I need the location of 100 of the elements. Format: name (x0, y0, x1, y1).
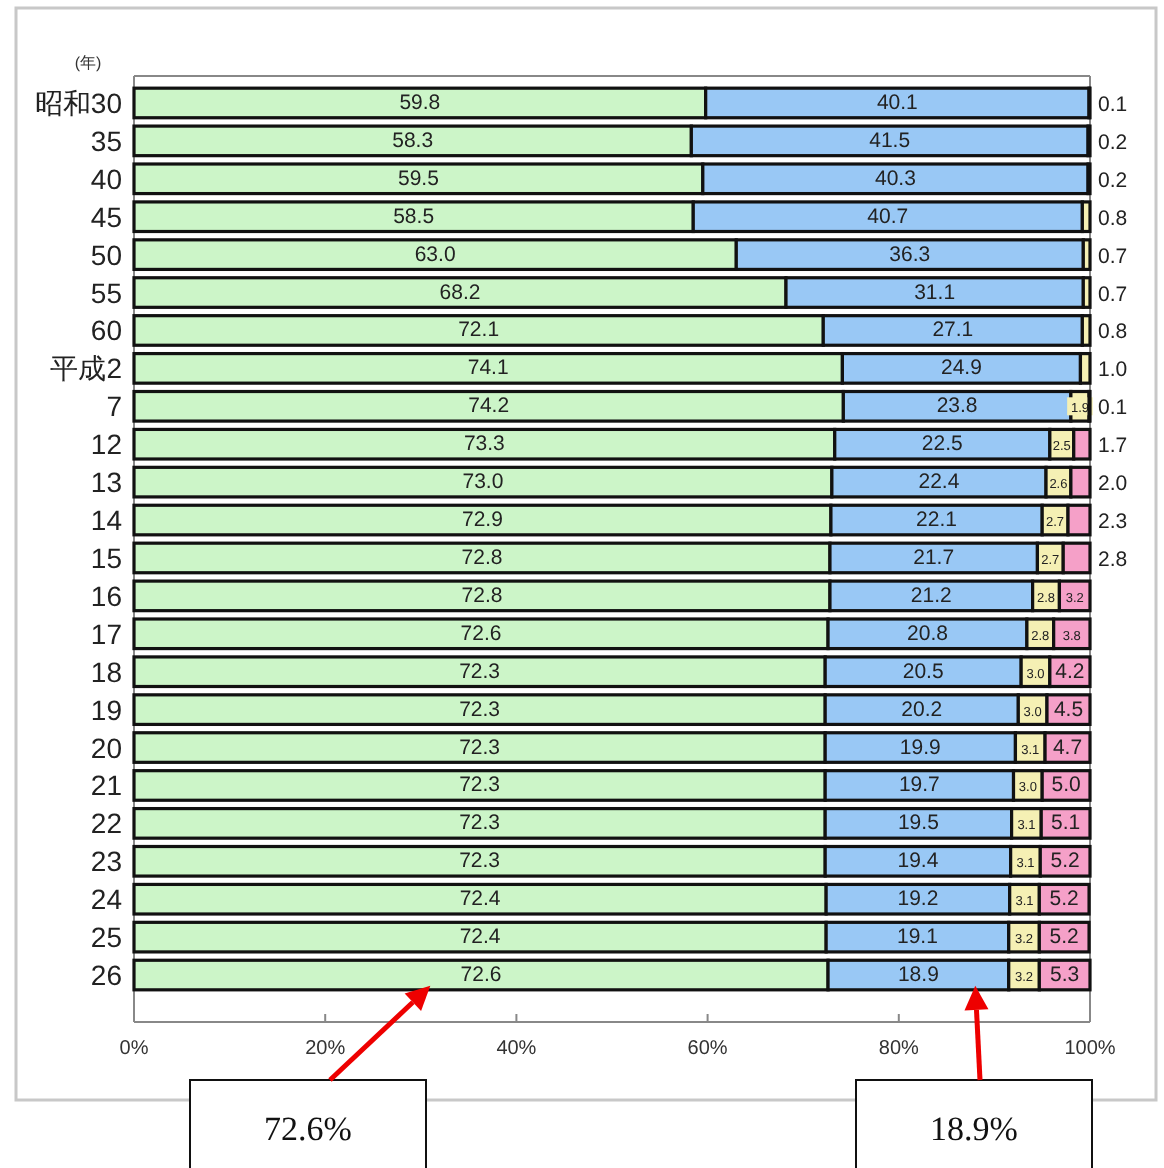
data-label: 27.1 (932, 318, 974, 343)
data-label: 72.4 (459, 925, 501, 950)
y-tick-label: 平成2 (50, 352, 123, 385)
y-tick-label: 20 (90, 731, 123, 764)
data-label: 1.7 (1098, 434, 1128, 459)
data-label: 68.2 (439, 280, 481, 305)
y-tick-label: 15 (90, 541, 123, 574)
x-tick-label: 100% (1064, 1038, 1116, 1060)
y-tick-label: 25 (90, 921, 123, 954)
data-label: 0.7 (1098, 282, 1128, 307)
data-label: 1.0 (1098, 358, 1128, 383)
data-label: 4.2 (1055, 659, 1085, 684)
data-label: 72.6 (460, 963, 502, 988)
data-label: 72.6 (460, 621, 502, 646)
data-label: 73.0 (462, 470, 504, 495)
data-label: 21.2 (910, 583, 953, 608)
data-label: 2.8 (1098, 547, 1128, 572)
y-tick-label: 50 (90, 238, 123, 271)
data-label: 72.3 (459, 773, 501, 798)
data-label: 4.7 (1052, 735, 1083, 760)
y-axis-title: (年) (74, 54, 102, 72)
data-label: 40.7 (867, 204, 909, 229)
data-label: 40.3 (875, 166, 917, 191)
data-label: 0.1 (1098, 396, 1128, 421)
data-label: 18.9 (897, 963, 940, 988)
data-label: 0.2 (1098, 130, 1128, 155)
y-tick-label: 21 (90, 769, 123, 802)
data-label: 5.2 (1050, 849, 1081, 874)
y-tick-label: 23 (90, 845, 123, 878)
y-tick-label: 55 (90, 276, 123, 309)
data-label: 41.5 (869, 128, 911, 153)
data-label: 58.5 (393, 204, 435, 229)
x-tick-label: 20% (305, 1038, 346, 1060)
data-label: 5.3 (1050, 963, 1080, 988)
data-label: 19.5 (897, 811, 940, 836)
y-tick-label: 13 (90, 466, 123, 499)
y-tick-label: 17 (90, 617, 123, 650)
data-label: 74.2 (468, 394, 510, 419)
data-label: 22.4 (918, 470, 960, 495)
y-tick-label: 昭和30 (34, 86, 123, 119)
data-label: 23.8 (936, 394, 978, 419)
data-label: 58.3 (392, 128, 434, 153)
data-label: 19.9 (899, 735, 942, 760)
data-label: 22.5 (921, 432, 964, 457)
data-label: 21.7 (913, 545, 955, 570)
y-tick-label: 35 (90, 124, 123, 157)
data-label: 0.8 (1098, 206, 1128, 231)
data-label: 20.2 (901, 697, 943, 722)
y-tick-label: 26 (90, 959, 123, 992)
data-label: 72.3 (459, 811, 501, 836)
y-tick-label: 24 (90, 883, 123, 916)
data-label: 19.7 (898, 773, 941, 798)
data-label: 19.2 (897, 887, 939, 912)
data-label: 63.0 (414, 242, 456, 267)
data-label: 72.3 (459, 849, 501, 874)
data-label: 22.1 (916, 508, 958, 533)
data-label: 0.7 (1098, 244, 1128, 269)
data-label: 2.3 (1098, 510, 1128, 535)
data-label: 2.0 (1098, 472, 1128, 497)
data-label: 0.1 (1098, 92, 1128, 117)
data-label: 59.8 (399, 90, 441, 115)
x-tick-label: 80% (878, 1038, 920, 1060)
data-label: 59.5 (397, 166, 440, 191)
y-tick-label: 45 (90, 200, 123, 233)
y-tick-label: 7 (106, 390, 123, 423)
y-tick-label: 19 (90, 693, 123, 726)
data-label: 20.8 (907, 621, 949, 646)
data-label: 72.3 (459, 735, 501, 760)
data-label: 72.1 (458, 318, 500, 343)
y-tick-label: 22 (90, 807, 123, 840)
x-tick-label: 40% (496, 1038, 537, 1060)
data-label: 72.4 (459, 887, 501, 912)
y-tick-label: 18 (90, 655, 123, 688)
data-label: 5.1 (1051, 811, 1081, 836)
y-tick-label: 60 (90, 314, 123, 347)
y-tick-label: 16 (90, 579, 123, 612)
data-label: 4.5 (1053, 697, 1084, 722)
data-label: 20.5 (902, 659, 944, 684)
data-label: 74.1 (467, 356, 509, 381)
data-label: 72.8 (461, 545, 503, 570)
y-tick-label: 12 (90, 428, 123, 461)
data-label: 72.9 (462, 508, 504, 533)
data-label: 73.3 (463, 432, 506, 457)
data-label: 72.3 (459, 659, 501, 684)
data-label: 5.0 (1051, 773, 1081, 798)
data-label: 40.1 (876, 90, 919, 115)
data-label: 19.1 (897, 925, 939, 950)
data-label: 36.3 (889, 242, 931, 267)
data-label: 5.2 (1049, 925, 1080, 950)
data-label: 5.2 (1049, 887, 1080, 912)
annotation: 72.6% (189, 1079, 427, 1168)
annotation: 18.9% (855, 1079, 1093, 1168)
data-label: 31.1 (914, 280, 956, 305)
x-tick-label: 60% (687, 1038, 728, 1060)
data-label: 19.4 (897, 849, 939, 874)
x-tick-label: 0% (119, 1038, 149, 1060)
y-tick-label: 14 (90, 504, 123, 537)
data-label: 0.8 (1098, 320, 1128, 345)
data-label: 72.3 (459, 697, 501, 722)
y-tick-label: 40 (90, 162, 123, 195)
